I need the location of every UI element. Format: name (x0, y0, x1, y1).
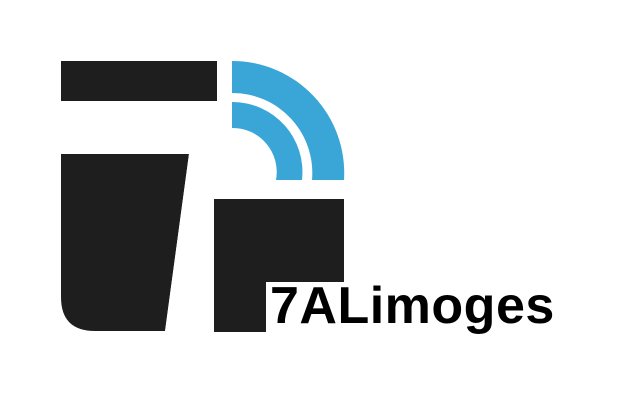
signal-arc-small (232, 101, 303, 180)
logo-left-block (61, 154, 189, 331)
brand-name: 7ALimoges (270, 277, 555, 335)
signal-arc-large (232, 60, 345, 180)
logo-text-backdrop (266, 282, 356, 332)
logo-top-bar (61, 61, 217, 101)
logo-diagonal-gap (165, 154, 219, 332)
